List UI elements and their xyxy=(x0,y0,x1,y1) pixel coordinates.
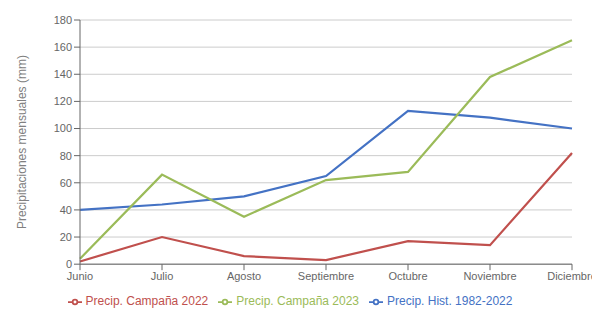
svg-text:Diciembre: Diciembre xyxy=(547,270,592,282)
svg-text:80: 80 xyxy=(60,150,72,162)
svg-text:0: 0 xyxy=(66,258,72,270)
svg-text:140: 140 xyxy=(54,68,72,80)
svg-text:Noviembre: Noviembre xyxy=(463,270,516,282)
svg-text:Agosto: Agosto xyxy=(227,270,261,282)
html-text:Precip. Campaña 2023: Precip. Campaña 2023 xyxy=(236,294,359,309)
svg-text:20: 20 xyxy=(60,231,72,243)
svg-text:100: 100 xyxy=(54,122,72,134)
svg-text:Precipitaciones mensuales (mm): Precipitaciones mensuales (mm) xyxy=(15,55,29,229)
svg-text:Junio: Junio xyxy=(67,270,93,282)
svg-text:Octubre: Octubre xyxy=(388,270,427,282)
svg-text:Julio: Julio xyxy=(151,270,174,282)
svg-text:Septiembre: Septiembre xyxy=(298,270,354,282)
svg-text:40: 40 xyxy=(60,204,72,216)
html-text:Precip. Hist. 1982-2022: Precip. Hist. 1982-2022 xyxy=(387,294,513,309)
svg-text:120: 120 xyxy=(54,95,72,107)
svg-text:60: 60 xyxy=(60,177,72,189)
svg-text:160: 160 xyxy=(54,41,72,53)
html-text:Precip. Campaña 2022: Precip. Campaña 2022 xyxy=(85,294,209,309)
svg-text:180: 180 xyxy=(54,14,72,26)
